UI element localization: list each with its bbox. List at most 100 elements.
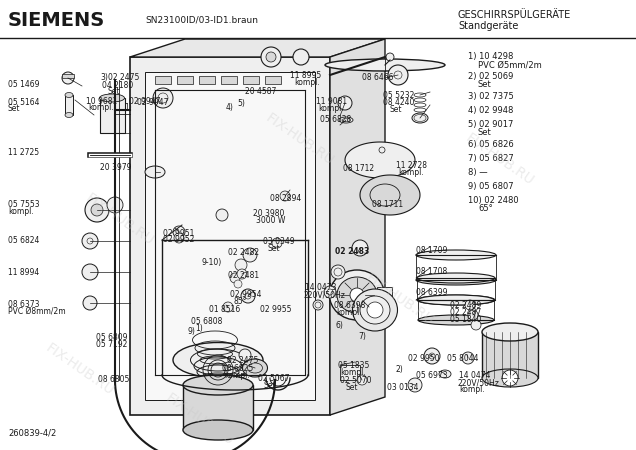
Text: 20 4587: 20 4587 <box>245 87 277 96</box>
Bar <box>62 74 74 78</box>
Ellipse shape <box>329 270 385 320</box>
Text: FIX-HUB.RU: FIX-HUB.RU <box>83 191 156 249</box>
Polygon shape <box>330 39 385 415</box>
Circle shape <box>85 198 109 222</box>
Text: 11 9081: 11 9081 <box>316 97 347 106</box>
Text: Set: Set <box>478 80 492 89</box>
Text: 01 8516: 01 8516 <box>209 305 240 314</box>
Text: kompl.: kompl. <box>459 385 485 394</box>
Text: kompl.: kompl. <box>336 308 362 317</box>
Ellipse shape <box>360 296 390 324</box>
Bar <box>183 385 253 430</box>
Text: 05 5164: 05 5164 <box>8 98 39 107</box>
Text: 05 6809: 05 6809 <box>96 333 127 342</box>
Text: 9) 05 6807: 9) 05 6807 <box>468 182 514 191</box>
Circle shape <box>234 280 242 288</box>
Bar <box>377 287 392 303</box>
Bar <box>243 76 259 84</box>
Ellipse shape <box>65 112 73 117</box>
Text: kompl.: kompl. <box>88 103 114 112</box>
Text: 08 6805: 08 6805 <box>98 375 129 384</box>
Circle shape <box>357 375 367 385</box>
Text: 02 2489: 02 2489 <box>450 301 481 310</box>
Bar <box>65 95 73 115</box>
Circle shape <box>272 238 282 248</box>
Text: 02 5067: 02 5067 <box>258 374 289 383</box>
Text: 14 0473: 14 0473 <box>305 283 336 292</box>
Text: 08 6373: 08 6373 <box>8 300 39 309</box>
Text: kompl.: kompl. <box>224 371 250 380</box>
Circle shape <box>313 300 323 310</box>
Text: 85°: 85° <box>234 297 247 306</box>
Text: 08 6466: 08 6466 <box>362 73 394 82</box>
Ellipse shape <box>416 250 496 260</box>
Text: 1) 10 4298: 1) 10 4298 <box>468 52 513 61</box>
Text: SN23100ID/03-ID1.braun: SN23100ID/03-ID1.braun <box>145 15 258 24</box>
Ellipse shape <box>65 93 73 98</box>
Text: kompl.: kompl. <box>8 207 34 216</box>
Text: 05 6808: 05 6808 <box>191 317 223 326</box>
Ellipse shape <box>482 369 538 387</box>
Text: 05 6828: 05 6828 <box>320 115 351 124</box>
Text: 8) —: 8) — <box>468 168 488 177</box>
Text: 10) 02 2480: 10) 02 2480 <box>468 196 518 205</box>
Text: 10 9681: 10 9681 <box>86 97 117 106</box>
Text: 220V/50Hz: 220V/50Hz <box>457 378 499 387</box>
Text: 6): 6) <box>336 321 344 330</box>
Ellipse shape <box>99 94 125 102</box>
Circle shape <box>293 49 309 65</box>
Text: 7): 7) <box>358 332 366 341</box>
Text: 20 3979: 20 3979 <box>100 163 132 172</box>
Text: 05 6973: 05 6973 <box>416 371 448 380</box>
Text: FIX-HUB.RU: FIX-HUB.RU <box>43 342 117 399</box>
Text: 05 1469: 05 1469 <box>8 80 39 89</box>
Text: 02 2475: 02 2475 <box>108 73 139 82</box>
Text: kompl.: kompl. <box>294 78 320 87</box>
Circle shape <box>465 300 475 310</box>
Text: 08 1709: 08 1709 <box>416 246 447 255</box>
Circle shape <box>280 191 290 201</box>
Circle shape <box>62 72 74 84</box>
Text: 11 8994: 11 8994 <box>8 268 39 277</box>
Circle shape <box>379 147 385 153</box>
Circle shape <box>261 47 281 67</box>
Text: FIX-HUB.RU: FIX-HUB.RU <box>263 111 336 169</box>
Text: 02 9951: 02 9951 <box>163 229 195 238</box>
Text: 11 2728: 11 2728 <box>396 161 427 170</box>
Circle shape <box>367 302 383 318</box>
Text: 4) 02 9948: 4) 02 9948 <box>468 106 513 115</box>
Text: Set: Set <box>389 105 401 114</box>
Text: PVC Ø5mm/2m: PVC Ø5mm/2m <box>478 60 542 69</box>
Text: 04 2180: 04 2180 <box>102 81 134 90</box>
Circle shape <box>352 240 368 256</box>
Text: 14 0474: 14 0474 <box>459 371 490 380</box>
Text: 3) 02 7375: 3) 02 7375 <box>468 92 514 101</box>
Text: Standgeräte: Standgeräte <box>458 21 518 31</box>
Text: SIEMENS: SIEMENS <box>8 10 105 30</box>
Text: Set: Set <box>268 244 280 253</box>
Circle shape <box>223 302 233 312</box>
Text: 2): 2) <box>396 365 404 374</box>
Circle shape <box>388 65 408 85</box>
Text: 03 0134: 03 0134 <box>387 383 418 392</box>
Text: 1): 1) <box>124 103 132 112</box>
Ellipse shape <box>439 370 451 378</box>
Circle shape <box>424 348 440 364</box>
Text: 08 1708: 08 1708 <box>416 267 447 276</box>
Ellipse shape <box>145 166 165 178</box>
Text: 2) 02 5069: 2) 02 5069 <box>468 72 513 81</box>
Text: 5): 5) <box>237 99 245 108</box>
Circle shape <box>239 349 251 361</box>
Ellipse shape <box>417 273 495 283</box>
Circle shape <box>230 273 240 283</box>
Text: 08 1711: 08 1711 <box>372 200 403 209</box>
Text: 9): 9) <box>188 327 196 336</box>
Text: 220V/50Hz: 220V/50Hz <box>303 290 345 299</box>
Circle shape <box>107 197 123 213</box>
Circle shape <box>82 264 98 280</box>
Text: 08 6399: 08 6399 <box>416 288 448 297</box>
Text: 9-10): 9-10) <box>201 258 221 267</box>
Text: 08 4240: 08 4240 <box>383 98 415 107</box>
Text: 05 8044: 05 8044 <box>447 354 478 363</box>
Text: 08 1712: 08 1712 <box>343 164 374 173</box>
